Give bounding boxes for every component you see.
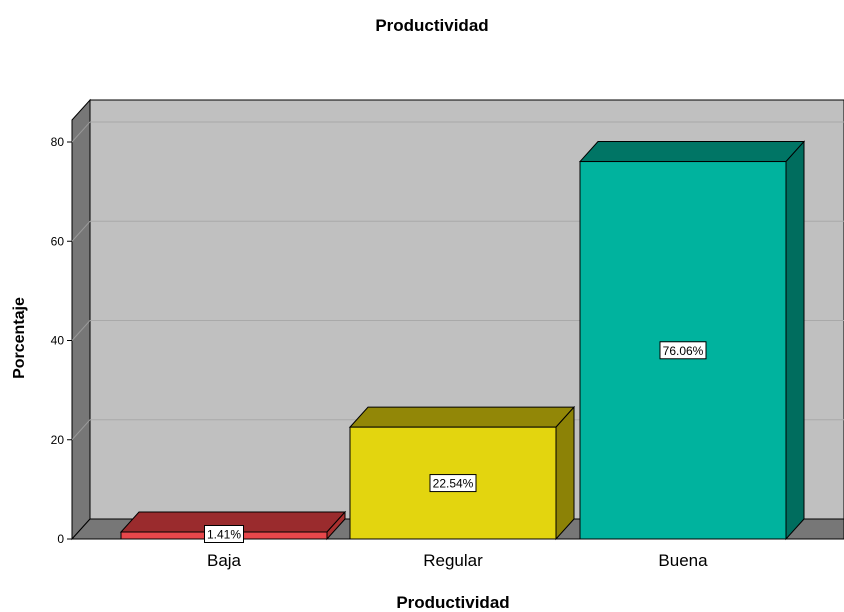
x-axis-categories: Baja Regular Buena — [207, 551, 708, 570]
bar-top — [348, 406, 576, 428]
data-label: 1.41% — [207, 528, 241, 542]
x-category-label: Baja — [207, 551, 242, 570]
bar-side — [785, 140, 805, 541]
x-category-label: Buena — [658, 551, 708, 570]
data-label-box — [429, 474, 477, 493]
plot-side-wall — [71, 98, 91, 541]
gridline-side — [71, 220, 91, 242]
y-tick-label: 60 — [51, 234, 65, 248]
bar-side — [555, 405, 575, 541]
x-category-label: Regular — [423, 551, 483, 570]
data-label: 22.54% — [433, 477, 474, 491]
y-axis-ticks: 0 20 40 60 80 — [51, 135, 72, 546]
y-tick-label: 0 — [57, 532, 64, 546]
bar-baja: 1.41% — [119, 510, 347, 543]
x-axis-label: Productividad — [396, 593, 509, 612]
y-axis-label: Porcentaje — [11, 297, 28, 379]
y-tick-label: 80 — [51, 135, 65, 149]
bar-regular: 22.54% — [348, 405, 576, 541]
bar-buena: 76.06% — [578, 140, 806, 541]
data-label: 76.06% — [663, 344, 704, 358]
data-label-box — [659, 341, 707, 360]
y-tick-label: 20 — [51, 433, 65, 447]
gridline-side — [71, 419, 91, 441]
bars: 1.41% 22.54% 76.06% — [119, 140, 806, 543]
gridline-side — [71, 320, 91, 341]
y-tick-label: 40 — [51, 334, 65, 348]
chart-title: Productividad — [375, 16, 488, 35]
data-label-box — [204, 525, 244, 543]
gridline-side — [71, 121, 91, 143]
bar-top — [578, 141, 806, 163]
